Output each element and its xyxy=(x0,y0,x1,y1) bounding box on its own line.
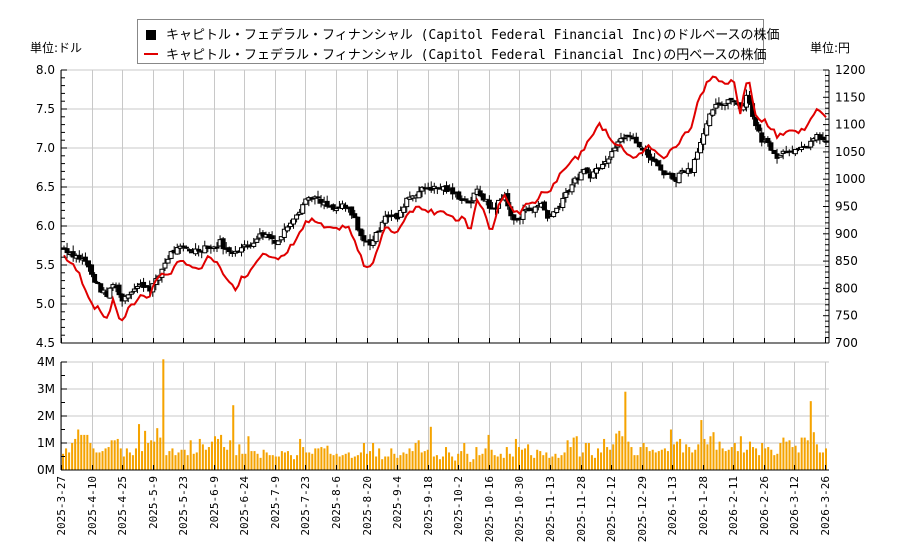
svg-text:900: 900 xyxy=(835,227,858,241)
svg-text:8.0: 8.0 xyxy=(36,63,55,77)
svg-text:0M: 0M xyxy=(37,463,55,477)
svg-text:2025-4-10: 2025-4-10 xyxy=(86,476,99,536)
svg-text:2025-12-29: 2025-12-29 xyxy=(636,476,649,542)
svg-text:2025-7-9: 2025-7-9 xyxy=(269,476,282,529)
legend-item-jpy: キャピトル・フェデラル・フィナンシャル (Capitol Federal Fin… xyxy=(144,44,767,63)
svg-text:2025-4-25: 2025-4-25 xyxy=(116,476,129,536)
svg-text:1100: 1100 xyxy=(835,118,866,132)
svg-text:2M: 2M xyxy=(37,409,55,423)
svg-text:1150: 1150 xyxy=(835,90,866,104)
svg-text:2025-8-6: 2025-8-6 xyxy=(330,476,343,529)
svg-text:2025-6-24: 2025-6-24 xyxy=(238,476,251,536)
svg-text:2025-11-13: 2025-11-13 xyxy=(544,476,557,542)
svg-text:2025-9-18: 2025-9-18 xyxy=(422,476,435,536)
svg-text:1200: 1200 xyxy=(835,63,866,77)
svg-text:1M: 1M xyxy=(37,436,55,450)
svg-text:800: 800 xyxy=(835,281,858,295)
red-line-icon xyxy=(144,53,158,55)
svg-text:1000: 1000 xyxy=(835,172,866,186)
svg-text:7.0: 7.0 xyxy=(36,141,55,155)
svg-text:2026-2-26: 2026-2-26 xyxy=(758,476,771,536)
svg-text:6.0: 6.0 xyxy=(36,219,55,233)
svg-text:2025-5-23: 2025-5-23 xyxy=(177,476,190,536)
legend-jpy-label: キャピトル・フェデラル・フィナンシャル (Capitol Federal Fin… xyxy=(166,48,767,63)
svg-text:2025-10-2: 2025-10-2 xyxy=(452,476,465,536)
svg-text:2025-11-28: 2025-11-28 xyxy=(575,476,588,542)
svg-text:2025-7-23: 2025-7-23 xyxy=(299,476,312,536)
right-axis-unit: 単位:円 xyxy=(810,41,851,55)
svg-text:2025-10-16: 2025-10-16 xyxy=(483,476,496,542)
svg-text:2025-3-27: 2025-3-27 xyxy=(55,476,68,536)
svg-text:2026-3-26: 2026-3-26 xyxy=(819,476,832,536)
svg-text:6.5: 6.5 xyxy=(36,180,55,194)
svg-text:2025-6-9: 2025-6-9 xyxy=(208,476,221,529)
legend-usd-label: キャピトル・フェデラル・フィナンシャル (Capitol Federal Fin… xyxy=(166,28,780,43)
chart-legend: キャピトル・フェデラル・フィナンシャル (Capitol Federal Fin… xyxy=(137,19,780,64)
svg-text:4M: 4M xyxy=(37,355,55,369)
svg-text:700: 700 xyxy=(835,336,858,350)
svg-text:2026-1-13: 2026-1-13 xyxy=(666,476,679,536)
svg-text:2025-12-12: 2025-12-12 xyxy=(605,476,618,542)
svg-text:950: 950 xyxy=(835,200,858,214)
legend-item-usd: キャピトル・フェデラル・フィナンシャル (Capitol Federal Fin… xyxy=(144,24,780,43)
svg-text:2025-9-4: 2025-9-4 xyxy=(391,476,404,529)
svg-text:2026-1-28: 2026-1-28 xyxy=(697,476,710,536)
left-axis-unit: 単位:ドル xyxy=(30,41,83,55)
svg-text:3M: 3M xyxy=(37,382,55,396)
svg-text:7.5: 7.5 xyxy=(36,102,55,116)
black-square-icon xyxy=(146,30,156,40)
svg-text:1050: 1050 xyxy=(835,145,866,159)
svg-text:2025-10-30: 2025-10-30 xyxy=(513,476,526,542)
svg-text:2025-5-9: 2025-5-9 xyxy=(147,476,160,529)
svg-text:2025-8-20: 2025-8-20 xyxy=(361,476,374,536)
svg-text:750: 750 xyxy=(835,309,858,323)
svg-text:5.0: 5.0 xyxy=(36,297,55,311)
svg-text:5.5: 5.5 xyxy=(36,258,55,272)
svg-text:850: 850 xyxy=(835,254,858,268)
svg-text:2026-3-12: 2026-3-12 xyxy=(788,476,801,536)
svg-text:2026-2-11: 2026-2-11 xyxy=(727,476,740,536)
svg-text:4.5: 4.5 xyxy=(36,336,55,350)
